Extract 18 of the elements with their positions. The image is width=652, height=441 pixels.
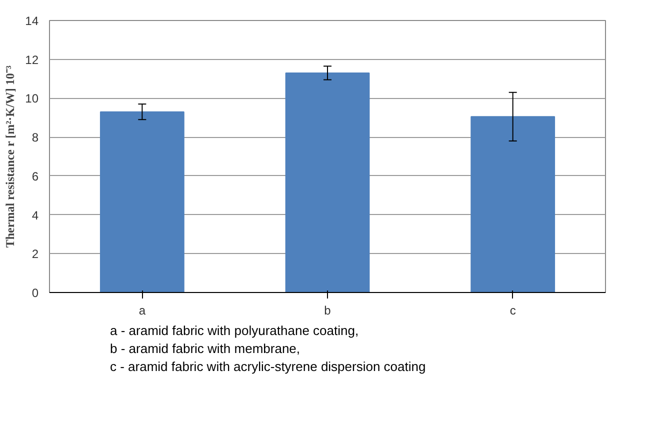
x-tick-label: c [510,304,516,318]
bar [100,111,184,292]
y-tick-label: 2 [32,247,39,262]
x-tick-label: a [138,304,146,318]
y-tick-label: 14 [25,14,39,28]
y-tick-label: 0 [32,286,39,300]
x-tick-label: b [324,304,332,318]
y-tick-label: 12 [25,52,39,67]
y-tick-label: 4 [32,208,39,222]
y-axis-title: Thermal resistance r [m²·K/W] 10⁻³ [3,65,18,248]
y-tick-label: 10 [25,92,39,106]
text: a - aramid fabric with polyurathane coating, [110,322,359,340]
bar [285,72,370,292]
y-tick-label: 8 [32,130,39,145]
text: c - aramid fabric with acrylic-styrene dispersion coating [110,358,426,376]
text: b - aramid fabric with membrane, [110,340,300,358]
y-tick-label: 6 [32,169,39,184]
bar [470,116,556,292]
